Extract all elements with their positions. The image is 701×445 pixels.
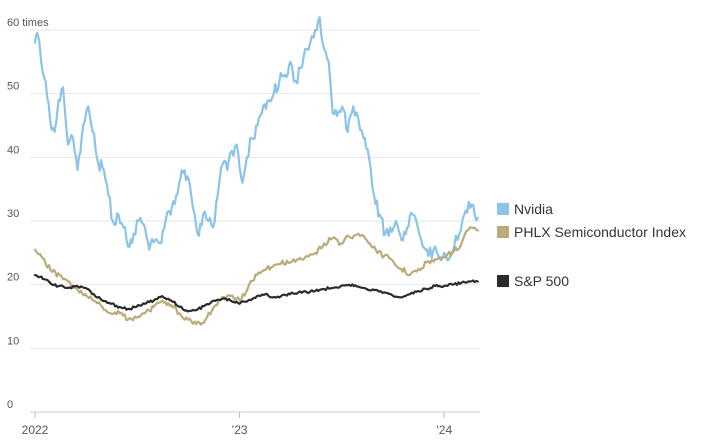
y-tick-label-50: 50: [7, 81, 19, 93]
x-tick-label-1: ’23: [232, 423, 248, 437]
y-tick-label-40: 40: [7, 144, 19, 156]
y-tick-label-30: 30: [7, 208, 19, 220]
legend-swatch-2: [497, 275, 509, 287]
series-line-1: [33, 226, 479, 326]
series-line-2: [33, 274, 479, 313]
series-lines: [33, 16, 479, 326]
x-axis-ticks: 2022 ’23 ’24: [22, 412, 452, 437]
series-line-0: [33, 16, 479, 262]
legend-label-0: Nvidia: [514, 201, 553, 217]
y-tick-label-20: 20: [7, 272, 19, 284]
gridlines: [30, 29, 480, 413]
y-tick-label-0: 0: [7, 399, 13, 411]
y-tick-label-10: 10: [7, 335, 19, 347]
y-tick-label-60: 60 times: [7, 17, 49, 29]
legend-label-2: S&P 500: [514, 273, 569, 289]
legend-label-1: PHLX Semiconductor Index: [514, 224, 686, 240]
legend-swatch-1: [497, 226, 509, 238]
legend-swatch-0: [497, 203, 509, 215]
x-tick-label-2: ’24: [436, 423, 452, 437]
y-axis-ticks: 0 10 20 30 40 50 60 times: [7, 17, 49, 411]
legend: Nvidia PHLX Semiconductor Index S&P 500: [497, 201, 686, 289]
x-tick-label-0: 2022: [22, 423, 49, 437]
